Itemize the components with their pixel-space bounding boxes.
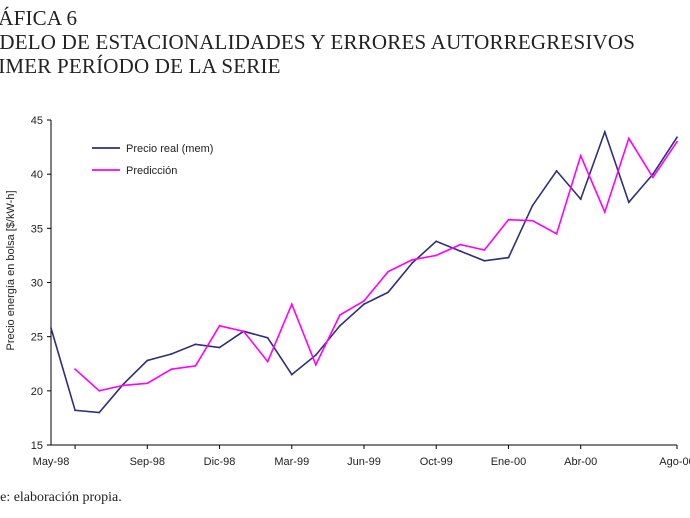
x-tick-label: Oct-99 bbox=[420, 456, 453, 468]
data-point bbox=[74, 368, 76, 371]
data-point bbox=[531, 219, 534, 222]
data-point bbox=[242, 330, 245, 333]
data-point bbox=[290, 303, 293, 306]
data-point bbox=[339, 324, 341, 327]
y-tick-label: 35 bbox=[31, 223, 43, 235]
y-tick-label: 25 bbox=[31, 332, 43, 344]
y-tick-label: 15 bbox=[31, 440, 43, 452]
legend-label: Precio real (mem) bbox=[126, 143, 213, 155]
data-point bbox=[387, 270, 389, 273]
x-tick-label: Jun-99 bbox=[347, 456, 381, 468]
series-layer bbox=[50, 129, 678, 414]
data-point bbox=[170, 353, 173, 355]
data-point bbox=[676, 140, 678, 143]
data-point bbox=[555, 232, 558, 235]
data-point bbox=[290, 373, 293, 376]
data-point bbox=[627, 201, 630, 204]
data-point bbox=[339, 314, 341, 316]
chart-axes: 15 20 25 30 35 40 45 May-98 Sep-98 Dic-98 Mar-99 Ju… bbox=[31, 115, 690, 468]
figure-title: ODELO DE ESTACIONALIDADES Y ERRORES AUTO… bbox=[0, 30, 636, 54]
series-line-2 bbox=[74, 136, 678, 392]
data-point bbox=[266, 336, 269, 339]
data-point bbox=[363, 303, 365, 306]
data-point bbox=[652, 173, 654, 176]
data-point bbox=[483, 259, 486, 262]
y-axis-label: Precio energía en bolsa [$/kW-h] bbox=[5, 191, 17, 351]
data-point bbox=[50, 327, 52, 329]
x-tick-label: Mar-99 bbox=[274, 456, 309, 468]
x-tick-label: Ago-00 bbox=[659, 456, 690, 468]
data-point bbox=[98, 411, 101, 414]
x-tick-label: Dic-98 bbox=[204, 456, 236, 468]
data-point bbox=[459, 250, 462, 252]
data-point bbox=[459, 243, 462, 246]
data-point bbox=[218, 346, 221, 349]
data-point bbox=[411, 258, 414, 261]
y-tick-label: 40 bbox=[31, 169, 43, 181]
y-tick-label: 45 bbox=[31, 115, 43, 127]
data-point bbox=[603, 211, 606, 213]
data-point bbox=[194, 365, 197, 367]
data-point bbox=[314, 363, 317, 366]
figure-subtitle: RIMER PERÍODO DE LA SERIE bbox=[0, 54, 281, 78]
y-tick-label: 20 bbox=[31, 386, 43, 398]
data-point bbox=[266, 360, 269, 363]
data-point bbox=[218, 324, 221, 327]
data-point bbox=[146, 382, 149, 385]
x-tick-label: Sep-98 bbox=[130, 456, 165, 468]
data-point bbox=[146, 359, 149, 362]
data-point bbox=[194, 343, 197, 346]
x-tick-label: Abr-00 bbox=[564, 456, 597, 468]
data-point bbox=[507, 218, 510, 221]
data-point bbox=[507, 256, 510, 259]
data-point bbox=[555, 170, 558, 172]
legend: Precio real (mem) Predicción bbox=[92, 143, 213, 177]
y-tick-label: 30 bbox=[31, 278, 43, 290]
data-point bbox=[387, 291, 389, 294]
data-point bbox=[579, 154, 582, 157]
data-point bbox=[411, 262, 414, 264]
data-point bbox=[363, 300, 365, 302]
data-point bbox=[531, 204, 534, 207]
data-point bbox=[74, 409, 76, 412]
data-point bbox=[314, 354, 317, 356]
source-note: uente: elaboración propia. bbox=[0, 490, 122, 505]
data-point bbox=[676, 136, 678, 139]
data-point bbox=[435, 254, 438, 257]
data-point bbox=[483, 249, 486, 251]
data-point bbox=[98, 389, 101, 392]
chart-heading: RÁFICA 6 ODELO DE ESTACIONALIDADES Y ERR… bbox=[0, 6, 635, 78]
figure-number: RÁFICA 6 bbox=[0, 6, 78, 30]
data-point bbox=[170, 368, 173, 371]
data-point bbox=[579, 198, 582, 200]
legend-label: Predicción bbox=[126, 165, 177, 177]
x-tick-label: Ene-00 bbox=[491, 456, 526, 468]
data-point bbox=[627, 137, 630, 140]
data-point bbox=[122, 384, 125, 387]
x-tick-label: May-98 bbox=[33, 456, 70, 468]
data-point bbox=[603, 131, 606, 133]
data-point bbox=[435, 240, 438, 243]
data-point bbox=[652, 176, 654, 179]
